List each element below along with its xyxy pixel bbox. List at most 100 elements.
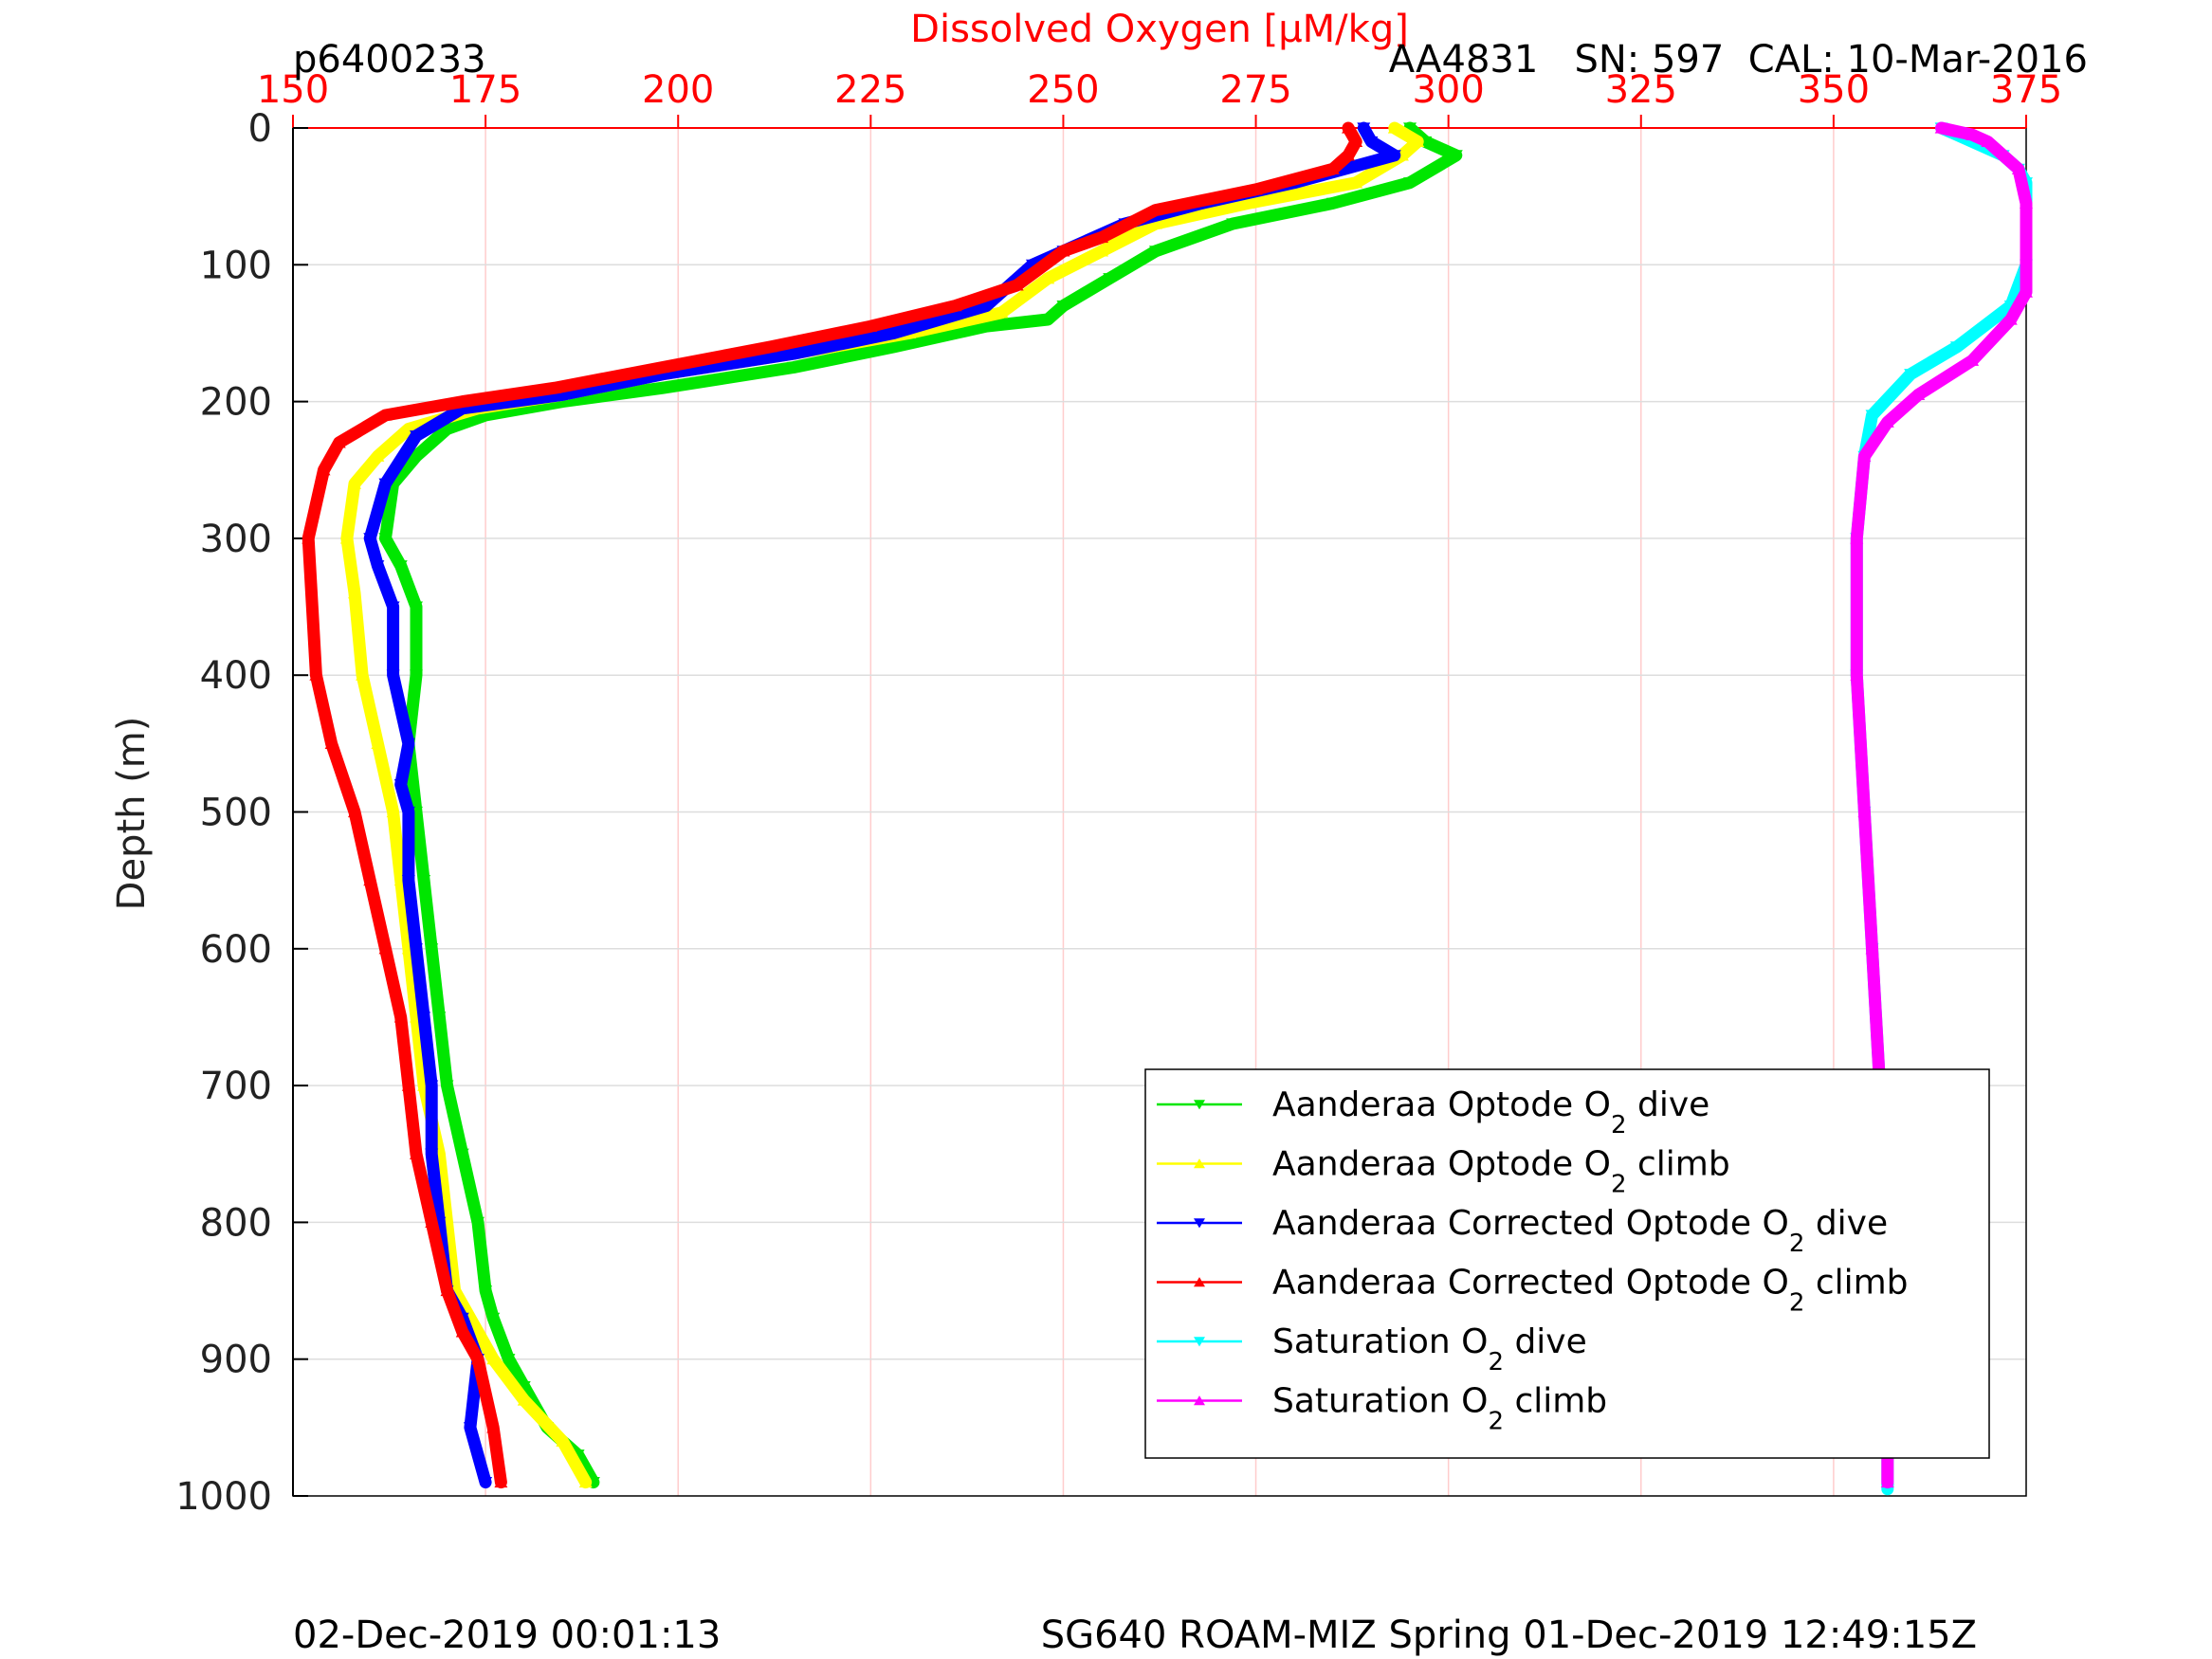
x-tick-label: 150 [257, 68, 329, 112]
series-point [425, 943, 439, 956]
series-point [787, 348, 801, 360]
series-point [425, 1148, 439, 1160]
x-tick-label: 225 [834, 68, 906, 112]
x-tick-label: 200 [642, 68, 714, 112]
series-line [379, 121, 1463, 1489]
series-point [1387, 121, 1401, 134]
series-point [409, 450, 423, 463]
series-point [378, 942, 393, 955]
series-point [1364, 136, 1379, 148]
series-point [393, 560, 408, 573]
x-tick-label: 275 [1219, 68, 1291, 112]
series-aanderaa-optode-o-2-climb [339, 121, 1425, 1489]
series-point [1241, 197, 1255, 209]
series-aanderaa-corrected-optode-o-2-climb [302, 121, 1363, 1489]
series-point [1865, 942, 1879, 955]
y-tick-label: 1000 [175, 1475, 272, 1519]
series-point [417, 875, 431, 886]
series-point [425, 1216, 439, 1228]
y-tick-label: 900 [200, 1339, 272, 1382]
series-point [463, 1422, 477, 1434]
series-point [979, 300, 994, 312]
series-point [386, 601, 400, 613]
y-axis-title: Depth (m) [110, 717, 154, 911]
series-point [1981, 136, 1995, 148]
series-point [347, 477, 361, 489]
series-point [494, 1476, 508, 1488]
y-tick-label: 300 [200, 518, 272, 561]
series-point [317, 464, 331, 476]
series-point [1095, 231, 1109, 244]
series-point [1403, 177, 1417, 190]
series-point [371, 560, 385, 573]
series-point [1103, 273, 1117, 285]
series-point [1949, 341, 1964, 354]
legend-entry: Aanderaa Optode O2 climb [1157, 1145, 1730, 1199]
y-tick-label: 100 [200, 244, 272, 287]
series-point [1850, 532, 1864, 544]
series-point [887, 327, 901, 339]
series-point [332, 436, 346, 448]
series-point [763, 340, 777, 353]
series-point [425, 1080, 439, 1092]
series-point [417, 1012, 431, 1024]
series-point [1411, 136, 1425, 148]
series-point [302, 532, 316, 544]
series-point [1387, 150, 1401, 162]
series-point [455, 1148, 469, 1160]
series-point [409, 601, 423, 613]
legend-label: Aanderaa Corrected Optode O2 climb [1272, 1264, 1909, 1318]
series-point [393, 1011, 408, 1023]
y-tick-label: 200 [200, 381, 272, 425]
series-point [479, 1476, 493, 1488]
series-point [517, 1380, 531, 1393]
series-point [409, 943, 423, 956]
series-point [393, 779, 408, 791]
series-point [1148, 217, 1162, 229]
y-tick-label: 400 [200, 654, 272, 698]
series-point [1095, 245, 1109, 257]
series-point [386, 669, 400, 682]
series-point [1857, 450, 1872, 462]
series-point [1965, 128, 1980, 140]
legend-entry: Saturation O2 dive [1157, 1322, 1587, 1376]
series-point [2011, 162, 2025, 174]
series-point [1403, 122, 1417, 135]
series-point [979, 320, 994, 333]
legend-swatch-marker [1194, 1158, 1205, 1169]
series-point [432, 1012, 447, 1024]
series-point [378, 478, 393, 490]
y-tick-label: 0 [248, 107, 272, 151]
series-point [1041, 314, 1055, 326]
legend-label: Aanderaa Optode O2 climb [1272, 1145, 1730, 1199]
series-point [1349, 136, 1363, 148]
legend-entry: Aanderaa Corrected Optode O2 dive [1157, 1204, 1888, 1258]
legend-box [1144, 1068, 1990, 1459]
legend-swatch-marker [1194, 1277, 1205, 1287]
series-point [1449, 150, 1463, 162]
series-point [401, 875, 415, 886]
series-point [887, 341, 901, 354]
series-point [1965, 355, 1980, 366]
y-tick-label: 600 [200, 928, 272, 972]
series-point [486, 1421, 501, 1433]
series-point [386, 806, 400, 818]
series-point [378, 533, 393, 545]
series-point [455, 395, 469, 408]
series-point [578, 1476, 593, 1488]
legend-swatch-marker [1194, 1100, 1205, 1110]
series-point [864, 319, 878, 332]
series-point [409, 669, 423, 682]
series-point [1865, 410, 1879, 422]
y-tick-label: 800 [200, 1201, 272, 1245]
series-point [2020, 197, 2033, 209]
series-point [1325, 162, 1340, 174]
legend-entry: Aanderaa Optode O2 dive [1157, 1085, 1709, 1139]
series-point [1357, 122, 1371, 135]
x-tick-label: 250 [1027, 68, 1099, 112]
legend-swatch-marker [1194, 1218, 1205, 1229]
x-tick-label: 175 [449, 68, 521, 112]
series-point [455, 1325, 469, 1338]
legend-entry: Saturation O2 climb [1157, 1382, 1607, 1436]
